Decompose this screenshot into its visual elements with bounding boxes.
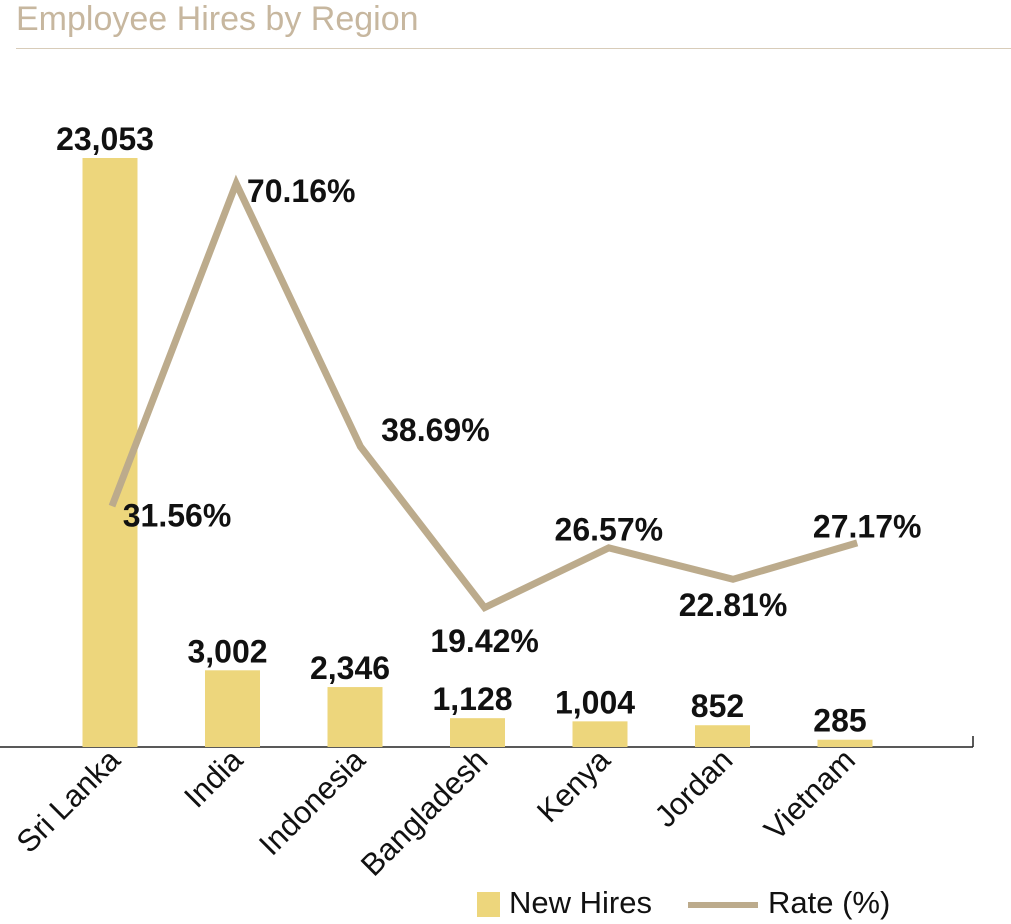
bar-value-label: 285 xyxy=(813,703,866,739)
bar-value-label: 2,346 xyxy=(310,650,390,686)
rate-line xyxy=(112,183,857,607)
legend-label-rate: Rate (%) xyxy=(768,885,890,920)
rate-value-label: 19.42% xyxy=(430,623,539,659)
bar-value-label: 852 xyxy=(691,688,744,724)
bar-jordan xyxy=(695,725,750,747)
bar-value-label: 23,053 xyxy=(56,121,154,157)
x-tick-label: Bangladesh xyxy=(354,742,495,883)
bar-value-label: 1,128 xyxy=(432,681,512,717)
bar-value-label: 3,002 xyxy=(187,633,267,669)
x-tick-label: Indonesia xyxy=(252,742,372,862)
rate-value-label: 27.17% xyxy=(813,508,922,544)
bar-bangladesh xyxy=(450,718,505,747)
rate-value-label: 38.69% xyxy=(381,412,490,448)
bar-india xyxy=(205,670,260,747)
x-tick-label: Jordan xyxy=(648,742,740,834)
x-tick-label: Vietnam xyxy=(757,742,862,847)
bar-vietnam xyxy=(818,740,873,747)
legend-label-new-hires: New Hires xyxy=(509,885,652,920)
x-tick-label: India xyxy=(177,742,250,815)
bar-indonesia xyxy=(328,687,383,747)
rate-value-label: 31.56% xyxy=(123,498,232,534)
rate-value-label: 22.81% xyxy=(679,587,788,623)
rate-value-label: 26.57% xyxy=(555,511,664,547)
x-tick-label: Kenya xyxy=(530,742,617,829)
bar-kenya xyxy=(573,721,628,747)
bar-value-label: 1,004 xyxy=(555,684,635,720)
legend-swatch-new-hires xyxy=(477,892,500,917)
rate-value-label: 70.16% xyxy=(247,173,356,209)
x-tick-label: Sri Lanka xyxy=(10,742,128,860)
